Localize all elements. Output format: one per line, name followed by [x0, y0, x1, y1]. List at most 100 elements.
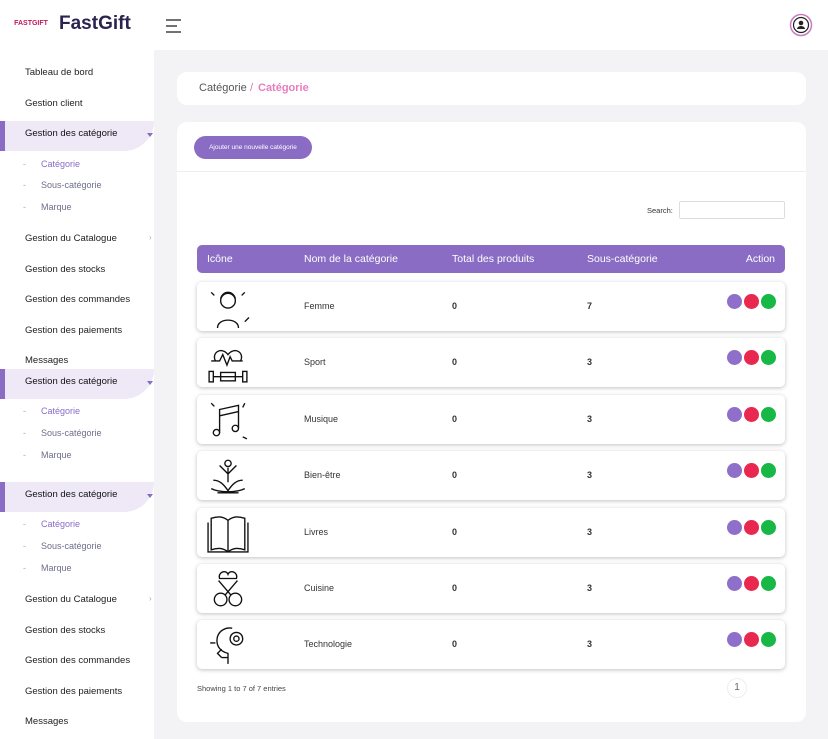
subcategory-count: 3	[587, 583, 593, 593]
page-button[interactable]: 1	[727, 678, 747, 698]
breadcrumb-parent[interactable]: Catégorie	[199, 82, 247, 94]
sidebar-item[interactable]: Tableau de bord	[25, 67, 94, 78]
edit-button[interactable]	[761, 632, 776, 648]
category-name: Technologie	[304, 639, 353, 650]
entries-info: Showing 1 to 7 of 7 entries	[197, 684, 286, 693]
total-products: 0	[452, 413, 458, 424]
sidebar-item[interactable]: Messages	[25, 355, 69, 366]
caret	[147, 381, 153, 385]
category-icon	[210, 627, 244, 665]
delete-button[interactable]	[744, 463, 759, 479]
category-name: Musique	[304, 413, 339, 424]
caret	[147, 494, 153, 498]
sidebar-item[interactable]: Marque	[41, 202, 72, 212]
edit-button[interactable]	[761, 519, 776, 535]
column-header: Nom de la catégorie	[304, 253, 398, 265]
sidebar-item[interactable]: Gestion des catégorie	[25, 376, 118, 387]
brand-name: FastGift	[59, 13, 131, 34]
breadcrumb-sep: /	[250, 82, 254, 94]
sidebar-item[interactable]: Gestion des paiements	[25, 686, 123, 697]
delete-button[interactable]	[744, 294, 759, 309]
sidebar-item[interactable]: Gestion des paiements	[25, 325, 123, 336]
view-button[interactable]	[727, 294, 742, 309]
sidebar-item[interactable]: Gestion des stocks	[25, 264, 106, 275]
subcategory-count: 3	[587, 470, 593, 481]
sidebar-item[interactable]: Catégorie	[41, 519, 81, 529]
sidebar-item[interactable]: Sous-catégorie	[41, 428, 102, 438]
sidebar-item[interactable]: Gestion des catégorie	[25, 489, 118, 500]
edit-button[interactable]	[761, 463, 776, 479]
chevron: ›	[149, 233, 152, 242]
edit-button[interactable]	[761, 576, 776, 591]
view-button[interactable]	[727, 406, 742, 422]
category-name: Bien-être	[304, 470, 341, 481]
add-button[interactable]: Ajouter une nouvelle catégorie	[194, 136, 312, 159]
sidebar-item[interactable]: Gestion du Catalogue	[25, 594, 117, 605]
dash: -	[23, 180, 26, 190]
total-products: 0	[452, 583, 458, 593]
sidebar-item[interactable]: Marque	[41, 450, 72, 460]
dash: -	[23, 202, 26, 212]
view-button[interactable]	[727, 519, 742, 535]
column-header: Action	[745, 253, 775, 265]
view-button[interactable]	[727, 632, 742, 648]
delete-button[interactable]	[744, 519, 759, 535]
column-header: Total des produits	[452, 253, 535, 265]
subcategory-count: 7	[587, 301, 593, 311]
column-header: Icône	[207, 253, 233, 265]
table-row: Sport 0 3	[197, 338, 785, 388]
delete-button[interactable]	[744, 406, 759, 422]
dash: -	[23, 159, 26, 169]
edit-button[interactable]	[761, 350, 776, 366]
category-icon	[213, 570, 243, 607]
total-products: 0	[452, 357, 458, 368]
dash: -	[23, 541, 26, 551]
edit-button[interactable]	[761, 294, 776, 309]
total-products: 0	[452, 301, 458, 311]
avatar[interactable]	[789, 13, 813, 37]
subcategory-count: 3	[587, 413, 593, 424]
sidebar-item[interactable]: Gestion des stocks	[25, 625, 106, 636]
delete-button[interactable]	[744, 632, 759, 648]
sidebar-item[interactable]: Catégorie	[41, 159, 81, 169]
delete-button[interactable]	[744, 576, 759, 591]
sidebar-item[interactable]: Gestion client	[25, 98, 83, 109]
table-row: Cuisine 0 3	[197, 564, 785, 613]
category-name: Livres	[304, 526, 329, 537]
search-input[interactable]	[679, 201, 785, 219]
sidebar-item[interactable]: Gestion du Catalogue	[25, 233, 117, 244]
category-name: Sport	[304, 357, 326, 368]
dash: -	[23, 406, 26, 416]
sidebar-item[interactable]: Sous-catégorie	[41, 541, 102, 551]
view-button[interactable]	[727, 463, 742, 479]
category-icon	[210, 459, 246, 494]
column-header: Sous-catégorie	[587, 253, 658, 265]
table-header: Icône Nom de la catégorie Total des produi…	[197, 245, 785, 273]
menu-icon[interactable]	[166, 19, 182, 33]
category-icon	[210, 402, 248, 440]
total-products: 0	[452, 526, 458, 537]
subcategory-count: 3	[587, 639, 593, 650]
sidebar-item[interactable]: Gestion des commandes	[25, 655, 131, 666]
sidebar-item[interactable]: Catégorie	[41, 406, 81, 416]
sidebar-item[interactable]: Gestion des commandes	[25, 294, 131, 305]
sidebar: FASTGIFT FastGift Tableau de bord Gestion…	[0, 0, 154, 739]
dash: -	[23, 428, 26, 438]
sidebar-item[interactable]: Gestion des catégorie	[25, 128, 118, 139]
table-row: Livres 0 3	[197, 507, 785, 557]
category-icon	[208, 350, 248, 383]
table-row: Musique 0 3	[197, 394, 785, 444]
table-row: Bien-être 0 3	[197, 451, 785, 501]
delete-button[interactable]	[744, 350, 759, 366]
sidebar-item[interactable]: Messages	[25, 716, 69, 727]
active-highlight	[0, 482, 154, 512]
sidebar-item[interactable]: Sous-catégorie	[41, 180, 102, 190]
subcategory-count: 3	[587, 357, 593, 368]
edit-button[interactable]	[761, 406, 776, 422]
sidebar-item[interactable]: Marque	[41, 563, 72, 573]
view-button[interactable]	[727, 350, 742, 366]
view-button[interactable]	[727, 576, 742, 591]
dash: -	[23, 519, 26, 529]
table-row: Femme 0 7	[197, 282, 785, 331]
